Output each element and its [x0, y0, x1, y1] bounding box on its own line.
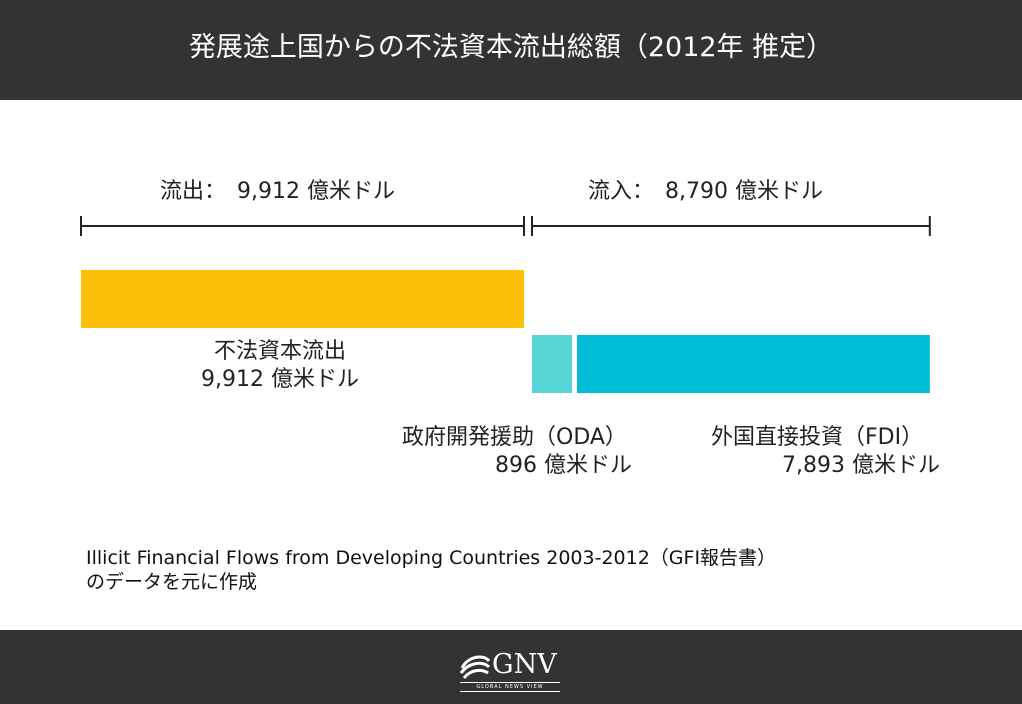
source-note: Illicit Financial Flows from Developing … — [86, 546, 776, 594]
gnv-logo: GNV GLOBAL NEWS VIEW — [458, 646, 568, 692]
logo-tagline: GLOBAL NEWS VIEW — [460, 682, 560, 692]
source-line-2: のデータを元に作成 — [86, 571, 258, 593]
fdi-name: 外国直接投資（FDI） — [711, 425, 924, 450]
logo-text: GNV — [492, 649, 557, 680]
globe-swoosh-icon — [459, 655, 491, 680]
illicit-outflow-value: 9,912 億米ドル — [201, 367, 359, 392]
outflow-total-label: 流出： 9,912 億米ドル — [160, 179, 395, 204]
fdi-value: 7,893 億米ドル — [782, 453, 940, 478]
oda-value: 896 億米ドル — [495, 453, 632, 478]
source-line-1: Illicit Financial Flows from Developing … — [86, 547, 777, 569]
bar-illicit-outflow — [81, 270, 524, 328]
bar-oda — [532, 335, 573, 393]
bar-fdi — [577, 335, 930, 393]
oda-name: 政府開発援助（ODA） — [402, 425, 627, 450]
header-bar: 発展途上国からの不法資本流出総額（2012年 推定） — [0, 0, 1022, 100]
page-title: 発展途上国からの不法資本流出総額（2012年 推定） — [188, 32, 834, 63]
illicit-outflow-name: 不法資本流出 — [213, 339, 346, 364]
inflow-total-label: 流入： 8,790 億米ドル — [588, 179, 823, 204]
